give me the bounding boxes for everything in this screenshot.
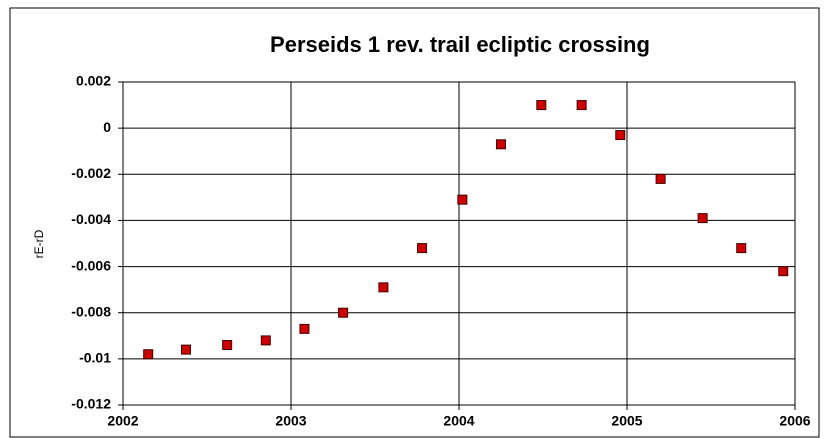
y-tick-label: -0.006 (71, 257, 111, 273)
y-axis-label: rE-rD (32, 229, 46, 258)
marker (417, 243, 428, 254)
chart-title: Perseids 1 rev. trail ecliptic crossing (270, 32, 650, 57)
marker (496, 139, 506, 150)
marker (615, 130, 626, 141)
marker (299, 323, 310, 334)
x-tick-label: 2003 (275, 413, 306, 429)
y-tick-label: -0.002 (71, 165, 111, 181)
marker (778, 266, 789, 277)
marker (181, 344, 191, 355)
marker (260, 335, 271, 346)
x-tick-label: 2004 (443, 413, 474, 429)
x-tick-label: 2005 (611, 413, 642, 429)
marker (143, 349, 154, 360)
y-tick-label: 0 (103, 119, 111, 135)
marker (378, 282, 389, 293)
y-tick-label: -0.012 (71, 396, 111, 412)
marker (457, 194, 468, 205)
marker (655, 173, 666, 184)
y-tick-label: -0.004 (71, 211, 111, 227)
y-tick-label: -0.008 (71, 303, 111, 319)
marker (697, 213, 708, 224)
marker (576, 100, 587, 111)
marker (536, 100, 547, 111)
marker (338, 307, 349, 318)
marker (736, 243, 747, 254)
x-tick-label: 2006 (779, 413, 810, 429)
y-tick-label: 0.002 (76, 73, 111, 89)
x-tick-label: 2002 (107, 413, 138, 429)
y-tick-label: -0.01 (79, 350, 111, 366)
marker (222, 340, 233, 351)
